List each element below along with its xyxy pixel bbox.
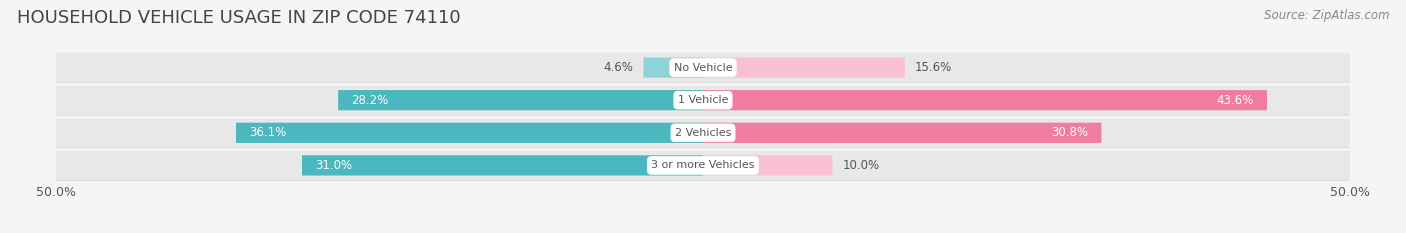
Text: 1 Vehicle: 1 Vehicle (678, 95, 728, 105)
FancyBboxPatch shape (55, 85, 1351, 115)
Text: 3 or more Vehicles: 3 or more Vehicles (651, 161, 755, 170)
FancyBboxPatch shape (55, 118, 1351, 148)
FancyBboxPatch shape (55, 53, 1351, 82)
FancyBboxPatch shape (302, 155, 703, 175)
FancyBboxPatch shape (236, 123, 703, 143)
Text: 30.8%: 30.8% (1052, 126, 1088, 139)
Text: 31.0%: 31.0% (315, 159, 352, 172)
FancyBboxPatch shape (55, 151, 1351, 180)
FancyBboxPatch shape (703, 90, 1267, 110)
Text: 15.6%: 15.6% (915, 61, 952, 74)
Text: Source: ZipAtlas.com: Source: ZipAtlas.com (1264, 9, 1389, 22)
FancyBboxPatch shape (644, 58, 703, 78)
Text: 2 Vehicles: 2 Vehicles (675, 128, 731, 138)
Text: 4.6%: 4.6% (603, 61, 633, 74)
Text: 10.0%: 10.0% (842, 159, 880, 172)
Text: HOUSEHOLD VEHICLE USAGE IN ZIP CODE 74110: HOUSEHOLD VEHICLE USAGE IN ZIP CODE 7411… (17, 9, 461, 27)
Text: 28.2%: 28.2% (352, 94, 388, 107)
Text: No Vehicle: No Vehicle (673, 63, 733, 72)
FancyBboxPatch shape (339, 90, 703, 110)
Text: 36.1%: 36.1% (249, 126, 287, 139)
FancyBboxPatch shape (703, 155, 832, 175)
FancyBboxPatch shape (703, 123, 1101, 143)
FancyBboxPatch shape (703, 58, 905, 78)
Text: 43.6%: 43.6% (1216, 94, 1254, 107)
